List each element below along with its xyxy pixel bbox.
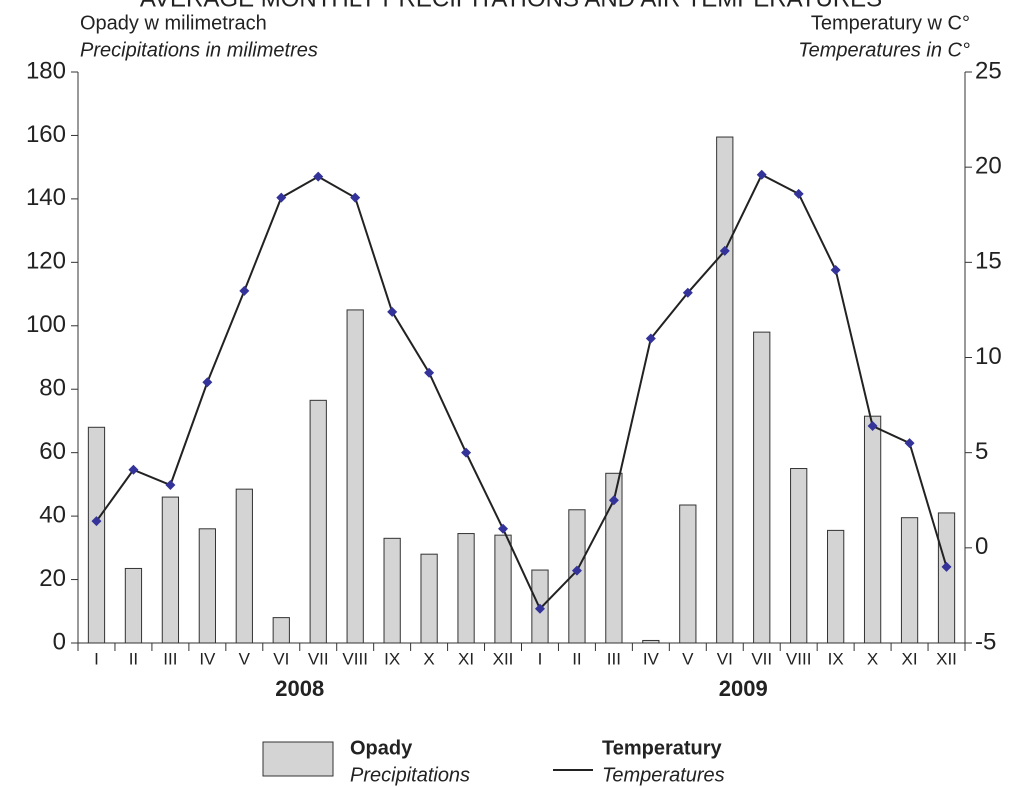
- y-tick-label: 40: [39, 501, 66, 528]
- temperature-marker: [128, 464, 139, 475]
- x-tick-label: XI: [458, 649, 474, 668]
- y-tick-label: 140: [26, 184, 66, 211]
- legend-label-en: Temperatures: [602, 764, 725, 786]
- temperature-marker: [830, 264, 841, 275]
- temperature-marker: [793, 188, 804, 199]
- temperature-marker: [756, 169, 767, 180]
- x-tick-label: VII: [751, 649, 772, 668]
- y-tick-label: 20: [39, 565, 66, 592]
- y2-tick-label: 10: [975, 343, 1002, 370]
- x-tick-label: IX: [384, 649, 400, 668]
- x-tick-label: I: [538, 649, 543, 668]
- x-tick-label: X: [867, 649, 878, 668]
- y-tick-label: 160: [26, 121, 66, 148]
- x-tick-label: XII: [936, 649, 957, 668]
- chart-title: AVERAGE MONTHLY PRECIPITATIONS AND AIR T…: [140, 0, 882, 12]
- x-tick-label: II: [129, 649, 138, 668]
- bar: [937, 512, 956, 644]
- y2-axis-label-en: Temperatures in C°: [798, 39, 970, 61]
- x-tick-label: X: [423, 649, 434, 668]
- x-tick-label: IX: [828, 649, 844, 668]
- bar: [494, 534, 512, 644]
- bar: [716, 136, 734, 644]
- legend-swatch-bar: [262, 741, 334, 777]
- y2-tick-label: 15: [975, 248, 1002, 275]
- temperature-marker: [682, 287, 693, 298]
- y-axis-label: Opady w milimetrach: [80, 12, 267, 34]
- temperature-marker: [608, 495, 619, 506]
- bar: [753, 331, 771, 644]
- x-tick-label: VIII: [342, 649, 368, 668]
- x-tick-label: VI: [273, 649, 289, 668]
- legend-label: Temperatury: [602, 737, 723, 759]
- x-tick-label: VI: [717, 649, 733, 668]
- y2-tick-label: 25: [975, 57, 1002, 84]
- x-tick-label: XI: [902, 649, 918, 668]
- temperature-marker: [239, 285, 250, 296]
- y2-tick-label: 20: [975, 153, 1002, 180]
- temperature-marker: [91, 516, 102, 527]
- x-tick-label: III: [163, 649, 177, 668]
- y2-tick-label: -5: [975, 628, 996, 655]
- bar: [790, 468, 808, 644]
- bar: [900, 517, 919, 644]
- x-tick-label: IV: [643, 649, 660, 668]
- temperature-marker: [904, 438, 915, 449]
- bar: [383, 537, 401, 644]
- y2-tick-label: 0: [975, 533, 988, 560]
- x-tick-label: IV: [199, 649, 216, 668]
- temperature-marker: [313, 171, 324, 182]
- temperature-marker: [424, 367, 435, 378]
- temperature-marker: [867, 421, 878, 432]
- y2-axis-label: Temperatury w C°: [811, 12, 970, 34]
- temperature-marker: [461, 447, 472, 458]
- x-tick-label: XII: [493, 649, 514, 668]
- bar: [161, 496, 180, 644]
- bar: [679, 504, 697, 644]
- bar: [457, 533, 475, 644]
- temperature-marker: [165, 480, 176, 491]
- temperature-marker: [941, 561, 952, 572]
- x-tick-label: II: [572, 649, 581, 668]
- bar: [827, 529, 845, 644]
- bar: [235, 488, 253, 644]
- bar: [124, 567, 143, 644]
- y2-tick-label: 5: [975, 438, 988, 465]
- y-axis-label-en: Precipitations in milimetres: [80, 39, 318, 61]
- bar: [309, 399, 327, 644]
- y-tick-label: 120: [26, 248, 66, 275]
- y-tick-label: 0: [53, 628, 66, 655]
- group-label: 2009: [719, 676, 768, 701]
- x-tick-label: III: [607, 649, 621, 668]
- bar: [272, 617, 290, 644]
- bar: [346, 309, 364, 644]
- bar: [863, 415, 882, 644]
- legend-label-en: Precipitations: [350, 764, 470, 786]
- bar: [420, 553, 438, 644]
- temperature-marker: [534, 603, 545, 614]
- x-tick-label: VII: [308, 649, 329, 668]
- temperature-marker: [276, 192, 287, 203]
- temperature-marker: [387, 306, 398, 317]
- y-tick-label: 180: [26, 57, 66, 84]
- bar: [87, 426, 106, 644]
- x-tick-label: I: [94, 649, 99, 668]
- bar: [198, 528, 216, 644]
- temperature-marker: [571, 565, 582, 576]
- x-tick-label: V: [682, 649, 694, 668]
- temperature-marker: [202, 377, 213, 388]
- x-tick-label: VIII: [786, 649, 812, 668]
- y-tick-label: 60: [39, 438, 66, 465]
- temperature-marker: [719, 245, 730, 256]
- temperature-marker: [645, 333, 656, 344]
- legend-label: Opady: [350, 737, 413, 759]
- temperature-marker: [498, 523, 509, 534]
- temperature-marker: [350, 192, 361, 203]
- y-tick-label: 80: [39, 375, 66, 402]
- x-tick-label: V: [239, 649, 251, 668]
- group-label: 2008: [275, 676, 324, 701]
- temperature-line: [95, 173, 948, 611]
- y-tick-label: 100: [26, 311, 66, 338]
